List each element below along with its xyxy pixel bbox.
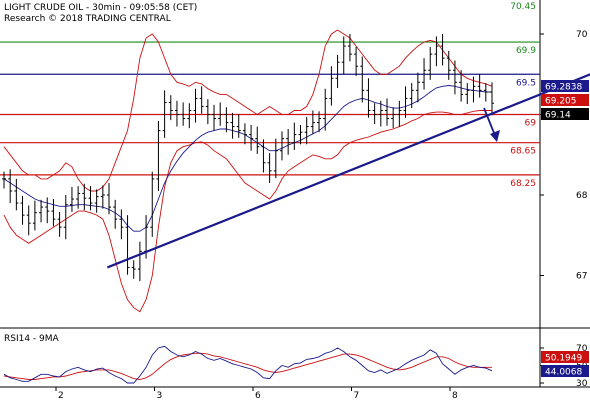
rsi-ma-line — [3, 352, 492, 380]
price-boxes: 69.2838 69.205 69.14 — [541, 80, 589, 121]
x-tick-label-3: 3 — [157, 391, 163, 400]
bollinger-bands — [3, 29, 493, 313]
price-box-label-1: 69.205 — [545, 97, 577, 107]
level-label-69: 69 — [525, 119, 537, 129]
direction-arrow-head — [490, 130, 500, 142]
level-label-68.25: 68.25 — [510, 179, 536, 189]
level-label-68.65: 68.65 — [510, 147, 536, 157]
level-label-69.5: 69.5 — [516, 78, 536, 88]
rsi-box-1 — [541, 365, 589, 377]
price-tick-label-68: 68 — [576, 191, 588, 201]
price-box-0 — [541, 80, 589, 92]
price-box-2 — [541, 108, 589, 120]
x-tick-label-2: 2 — [58, 391, 64, 400]
rsi-lines — [3, 345, 493, 384]
support-resistance-levels: 70.45 69.9 69.5 69 68.65 68.25 — [0, 2, 540, 189]
level-label-70.45: 70.45 — [510, 2, 536, 12]
price-tick-label-70: 70 — [576, 30, 588, 40]
price-box-label-2: 69.14 — [545, 111, 571, 121]
research-credit: Research © 2018 TRADING CENTRAL — [4, 14, 171, 24]
trendline-group — [106, 73, 590, 269]
lower-band-line — [3, 110, 492, 313]
chart-title: LIGHT CRUDE OIL - 30min - 09:05:58 (CET) — [4, 3, 197, 13]
x-tick-label-6: 6 — [255, 391, 261, 400]
x-tick-label-8: 8 — [452, 391, 458, 400]
rsi-line — [3, 345, 493, 384]
price-panel: 70.45 69.9 69.5 69 68.65 68.25 67 68 69 70 69.28… — [0, 0, 590, 328]
price-box-1 — [541, 94, 589, 106]
trendline — [106, 73, 590, 269]
x-tick-label-7: 7 — [354, 391, 360, 400]
upper-band-line — [3, 29, 493, 192]
rsi-tick-label-30: 30 — [576, 379, 588, 389]
rsi-box-0 — [541, 351, 589, 363]
moving-average-line — [3, 85, 492, 232]
rsi-box-label-1: 44.0068 — [545, 368, 582, 378]
moving-average — [3, 85, 492, 232]
rsi-box-label-0: 50.1949 — [545, 354, 582, 364]
rsi-tick-label-70: 70 — [576, 344, 588, 354]
rsi-title: RSI14 - 9MA — [4, 334, 60, 344]
x-axis: 2 3 6 7 8 — [55, 387, 458, 400]
rsi-value-boxes: 50.1949 44.0068 — [541, 351, 589, 378]
price-box-label-0: 69.2838 — [545, 83, 582, 93]
price-candles — [2, 34, 494, 282]
price-tick-label-67: 67 — [576, 272, 587, 282]
level-label-69.9: 69.9 — [516, 46, 536, 56]
price-y-axis: 67686970 — [540, 30, 588, 282]
